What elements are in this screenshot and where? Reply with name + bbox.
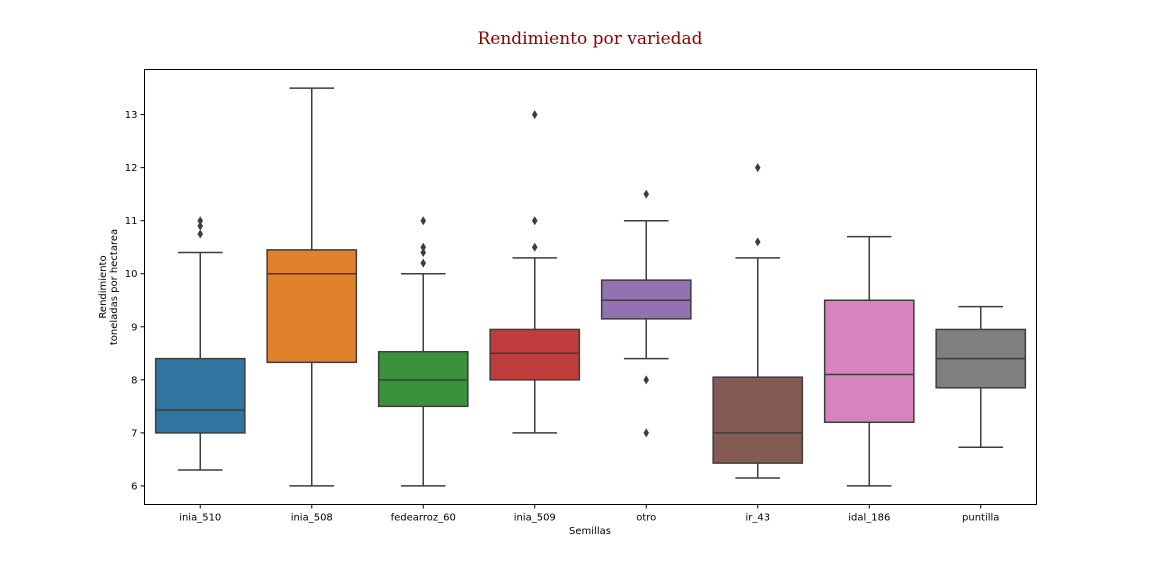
outlier-point — [643, 428, 650, 438]
x-tick-label: inia_510 — [179, 513, 221, 524]
iqr-box — [600, 279, 692, 320]
x-tick-label: inia_509 — [514, 513, 556, 524]
iqr-box — [377, 350, 469, 408]
y-tick-label: 6 — [131, 481, 137, 492]
iqr-box — [154, 357, 246, 434]
y-axis: 6 7 8 9 10 11 12 13 — [125, 110, 145, 492]
y-tick-label: 7 — [131, 428, 137, 439]
y-tick-label: 11 — [125, 216, 138, 227]
x-axis: inia_510 inia_508 fedearroz_60 inia_509 otro… — [179, 504, 999, 524]
outlier-point — [420, 258, 427, 268]
y-tick-label: 8 — [131, 375, 137, 386]
outlier-point — [420, 248, 427, 258]
outlier-point — [643, 189, 650, 199]
box-fedearroz_60 — [377, 216, 469, 487]
x-tick-label: idal_186 — [848, 513, 890, 524]
outlier-point — [197, 216, 204, 226]
box-ir_43 — [712, 163, 804, 479]
x-tick-label: otro — [636, 513, 656, 524]
outlier-point — [643, 375, 650, 385]
box-inia_510 — [154, 216, 246, 471]
box-otro — [600, 189, 692, 438]
x-tick-label: fedearroz_60 — [391, 513, 456, 524]
y-tick-label: 12 — [125, 163, 138, 174]
x-tick-label: puntilla — [962, 513, 999, 524]
y-tick-label: 10 — [125, 269, 138, 280]
iqr-box — [712, 376, 804, 464]
outlier-point — [420, 216, 427, 226]
outlier-point — [197, 229, 204, 239]
x-tick-label: inia_508 — [291, 513, 333, 524]
boxes-layer — [154, 87, 1027, 487]
outlier-point — [754, 163, 761, 173]
outlier-point — [531, 110, 538, 120]
x-axis-label: Semillas — [569, 526, 611, 537]
box-inia_508 — [266, 87, 358, 487]
box-puntilla — [935, 305, 1027, 448]
box-inia_509 — [489, 110, 581, 434]
y-axis-label-line-2: toneladas por hectarea — [109, 229, 120, 345]
y-axis-label-group: Rendimiento toneladas por hectarea — [98, 229, 120, 345]
plot-frame — [144, 69, 1037, 505]
chart-title: Rendimiento por variedad — [477, 29, 702, 49]
iqr-box — [489, 328, 581, 381]
iqr-box — [266, 249, 358, 364]
iqr-box — [823, 299, 915, 424]
outlier-point — [531, 216, 538, 226]
outlier-point — [754, 237, 761, 247]
y-axis-label-line-1: Rendimiento — [98, 255, 109, 318]
x-tick-label: ir_43 — [745, 513, 770, 524]
outlier-point — [531, 242, 538, 252]
y-tick-label: 13 — [125, 110, 138, 121]
outlier-point — [420, 242, 427, 252]
y-tick-label: 9 — [131, 322, 137, 333]
box-idal_186 — [823, 235, 915, 487]
outlier-point — [197, 221, 204, 231]
